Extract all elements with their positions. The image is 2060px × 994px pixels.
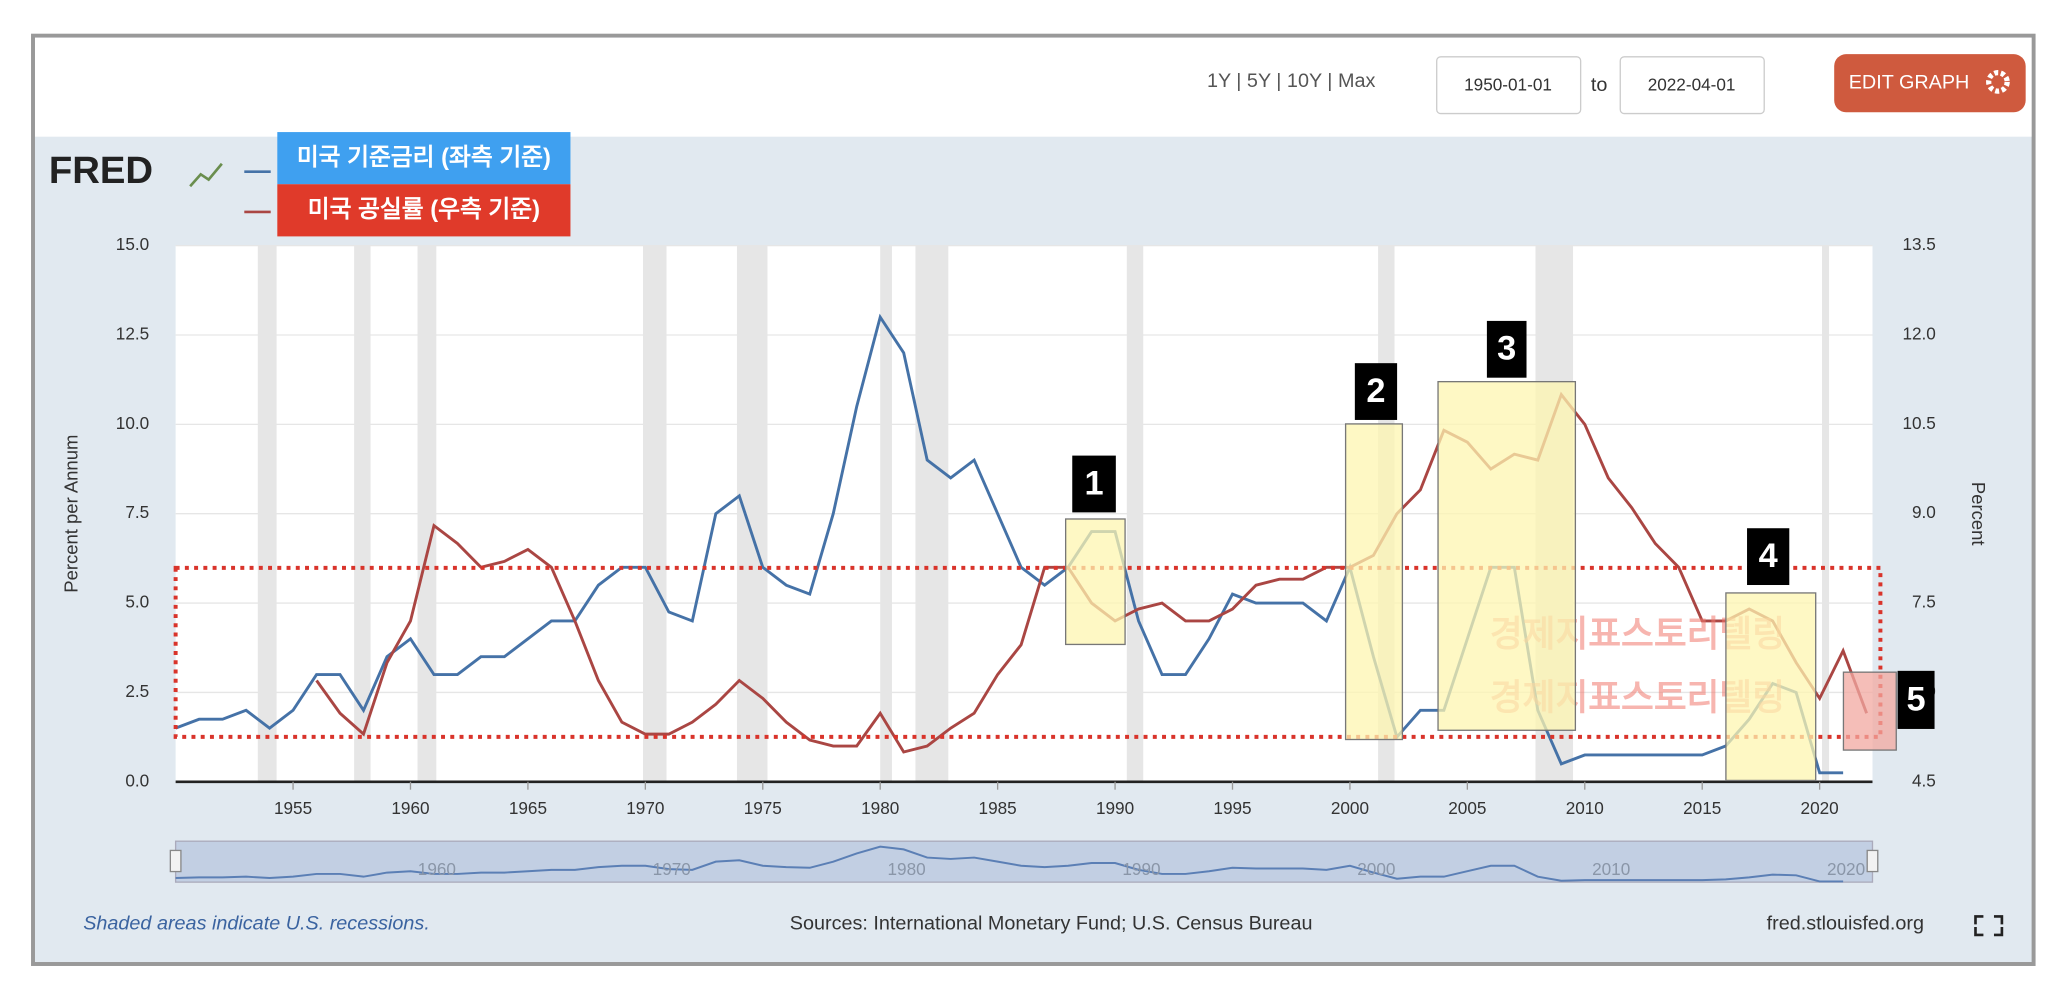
series-line <box>175 313 1844 775</box>
x-tick-label: 2015 <box>1683 798 1721 818</box>
x-tick-label: 1995 <box>1213 798 1251 818</box>
annotation-number: 4 <box>1759 537 1778 575</box>
x-tick-label: 2010 <box>1566 798 1604 818</box>
y-tick-label: 10.0 <box>116 413 149 433</box>
navigator-label: 2020 <box>1827 859 1865 879</box>
y2-tick-label: 12.0 <box>1902 324 1935 344</box>
navigator-label: 2000 <box>1357 859 1395 879</box>
y-tick-label: 12.5 <box>116 324 149 344</box>
annotation-badge <box>1486 320 1527 378</box>
edit-graph-button[interactable] <box>1834 54 2026 113</box>
x-tick-label: 2020 <box>1801 798 1839 818</box>
y-tick-label: 15.0 <box>116 234 149 254</box>
sources: Sources: International Monetary Fund; U.… <box>790 913 1313 935</box>
y-axis-label: Percent per Annum <box>61 435 82 593</box>
highlight-box <box>1344 423 1404 741</box>
y-tick-label: 0.0 <box>125 770 149 790</box>
navigator-label: 1970 <box>653 859 691 879</box>
annotation-badge <box>1747 528 1790 586</box>
y2-tick-label: 7.5 <box>1912 592 1936 612</box>
annotation-number: 5 <box>1907 680 1926 718</box>
navigator-label: 1980 <box>888 859 926 879</box>
end-date: 2022-04-01 <box>1648 74 1736 94</box>
y2-tick-label: 10.5 <box>1902 413 1935 433</box>
logo-icon <box>189 162 223 188</box>
x-tick-label: 1980 <box>861 798 899 818</box>
x-tick-label: 1985 <box>979 798 1017 818</box>
fred-logo: FRED <box>49 149 153 192</box>
start-date: 1950-01-01 <box>1464 74 1552 94</box>
highlight-box <box>1842 671 1897 751</box>
y-tick-label: 7.5 <box>125 502 149 522</box>
annotation-badge <box>1072 455 1116 513</box>
x-tick-label: 2000 <box>1331 798 1369 818</box>
navigator <box>174 840 1874 883</box>
annotation-badge <box>1354 363 1398 420</box>
x-tick-label: 1975 <box>744 798 782 818</box>
legend-box <box>277 132 571 185</box>
x-tick-label: 1960 <box>391 798 429 818</box>
navigator-label: 1990 <box>1122 859 1160 879</box>
legend-label: 미국 기준금리 (좌측 기준) <box>297 144 551 171</box>
dotted-box <box>173 565 1883 739</box>
x-tick-label: 2005 <box>1448 798 1486 818</box>
fullscreen-icon[interactable] <box>1974 915 2004 937</box>
annotation-number: 3 <box>1497 330 1516 368</box>
y2-tick-label: 9.0 <box>1912 502 1936 522</box>
navigator-handle[interactable] <box>169 849 182 873</box>
site-url: fred.stlouisfed.org <box>1767 913 1924 935</box>
navigator-line <box>175 845 1844 883</box>
navigator-label: 2010 <box>1592 859 1630 879</box>
legend-box <box>277 184 571 237</box>
x-tick-label: 1970 <box>626 798 664 818</box>
recession-note: Shaded areas indicate U.S. recessions. <box>83 913 430 935</box>
x-tick-label: 1965 <box>509 798 547 818</box>
navigator-handle[interactable] <box>1866 849 1879 873</box>
range-buttons[interactable]: 1Y | 5Y | 10Y | Max <box>1207 70 1376 92</box>
y2-tick-label: 4.5 <box>1912 770 1936 790</box>
legend-label: 미국 공실률 (우측 기준) <box>308 196 540 223</box>
y2-axis-label: Percent <box>1968 482 1989 546</box>
to-label: to <box>1591 74 1608 96</box>
annotation-badge <box>1897 670 1935 729</box>
y-tick-label: 5.0 <box>125 592 149 612</box>
highlight-box <box>1725 592 1817 782</box>
navigator-label: 1960 <box>418 859 456 879</box>
gear-icon <box>1986 70 2010 94</box>
end-date-input[interactable] <box>1619 56 1765 115</box>
y2-tick-label: 13.5 <box>1902 234 1935 254</box>
edit-graph-label: EDIT GRAPH <box>1849 71 1970 93</box>
annotation-number: 1 <box>1084 464 1103 502</box>
start-date-input[interactable] <box>1436 56 1582 115</box>
x-tick-label: 1990 <box>1096 798 1134 818</box>
highlight-box <box>1064 518 1126 646</box>
annotation-number: 2 <box>1366 372 1385 410</box>
highlight-box <box>1437 380 1577 731</box>
y-tick-label: 2.5 <box>125 681 149 701</box>
x-tick-label: 1955 <box>274 798 312 818</box>
